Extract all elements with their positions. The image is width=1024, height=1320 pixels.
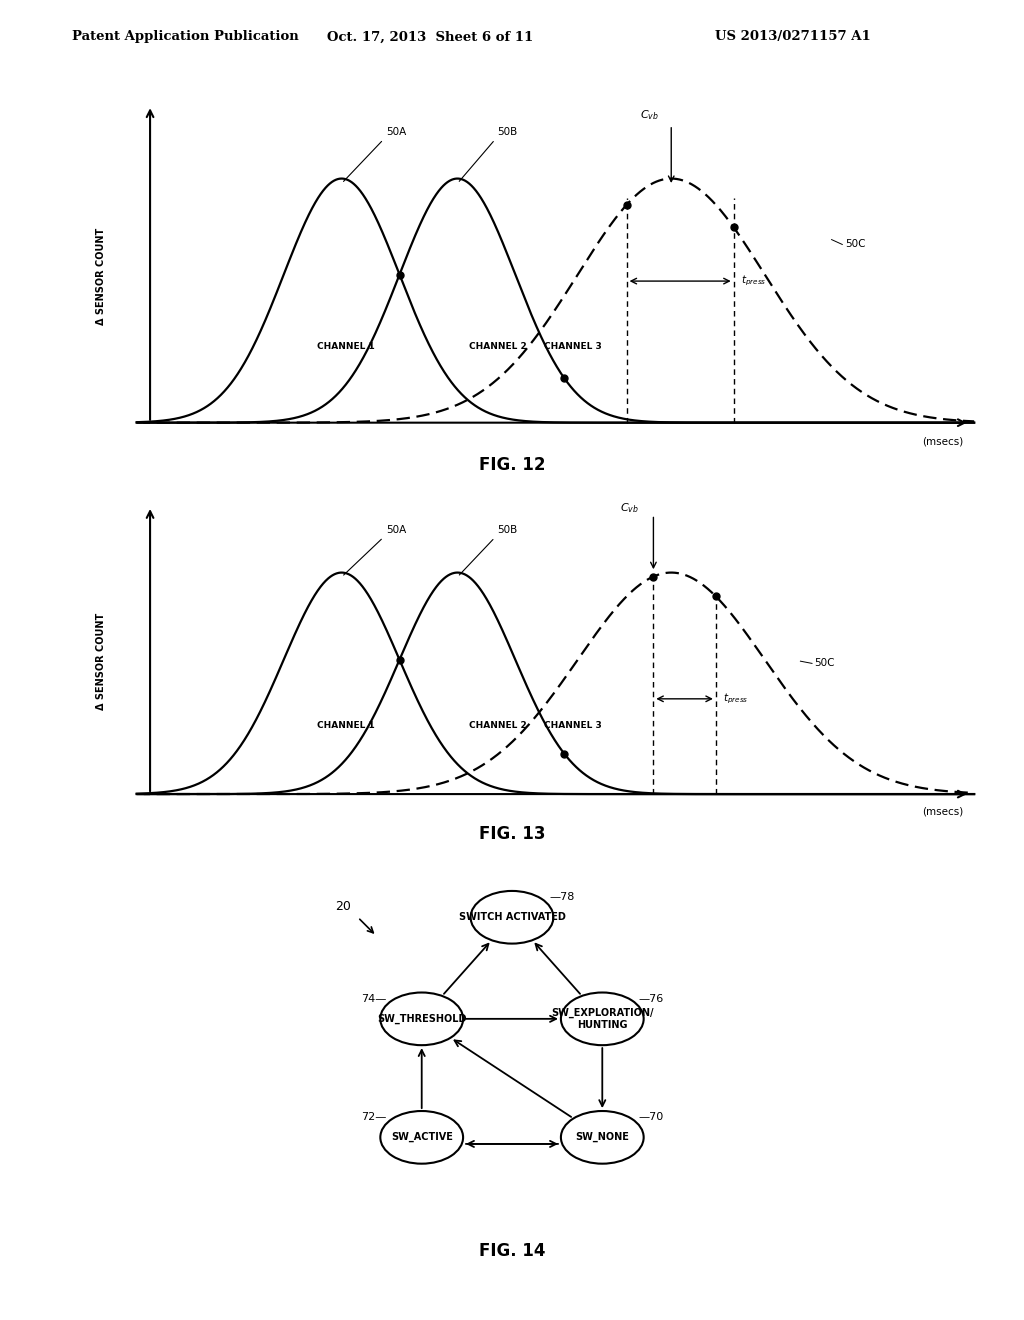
Text: CHANNEL 1: CHANNEL 1 — [317, 342, 375, 351]
Ellipse shape — [380, 1111, 463, 1164]
Text: 50B: 50B — [460, 525, 518, 576]
Ellipse shape — [380, 993, 463, 1045]
Ellipse shape — [471, 891, 553, 944]
Text: Δ SENSOR COUNT: Δ SENSOR COUNT — [96, 612, 106, 710]
Text: (msecs): (msecs) — [923, 436, 964, 446]
Text: $C_{vb}$: $C_{vb}$ — [620, 500, 639, 515]
Text: FIG. 14: FIG. 14 — [479, 1242, 545, 1261]
Text: CHANNEL 2: CHANNEL 2 — [469, 342, 526, 351]
Text: CHANNEL 3: CHANNEL 3 — [545, 721, 602, 730]
Text: SW_THRESHOLD: SW_THRESHOLD — [377, 1014, 467, 1024]
Text: Δ SENSOR COUNT: Δ SENSOR COUNT — [96, 227, 106, 325]
Text: $t_{press}$: $t_{press}$ — [723, 692, 749, 706]
Text: 72—: 72— — [360, 1113, 386, 1122]
Text: —70: —70 — [638, 1113, 664, 1122]
Text: $t_{press}$: $t_{press}$ — [740, 273, 766, 288]
Text: CHANNEL 3: CHANNEL 3 — [545, 342, 602, 351]
Text: 20: 20 — [335, 900, 350, 912]
Text: (msecs): (msecs) — [923, 807, 964, 816]
Text: US 2013/0271157 A1: US 2013/0271157 A1 — [715, 30, 870, 44]
Text: Oct. 17, 2013  Sheet 6 of 11: Oct. 17, 2013 Sheet 6 of 11 — [327, 30, 534, 44]
Text: 50A: 50A — [343, 127, 407, 181]
Text: Patent Application Publication: Patent Application Publication — [72, 30, 298, 44]
Text: —76: —76 — [638, 994, 664, 1003]
Text: CHANNEL 2: CHANNEL 2 — [469, 721, 526, 730]
Text: 50B: 50B — [459, 127, 518, 181]
Text: SW_NONE: SW_NONE — [575, 1133, 629, 1143]
Text: 50C: 50C — [814, 657, 835, 668]
Text: SW_ACTIVE: SW_ACTIVE — [391, 1133, 453, 1143]
Text: SWITCH ACTIVATED: SWITCH ACTIVATED — [459, 912, 565, 923]
Text: —78: —78 — [550, 892, 575, 903]
Text: FIG. 13: FIG. 13 — [479, 825, 545, 843]
Text: 50A: 50A — [344, 525, 407, 576]
Text: 50C: 50C — [845, 239, 865, 249]
Text: $C_{vb}$: $C_{vb}$ — [640, 108, 659, 123]
Text: CHANNEL 1: CHANNEL 1 — [317, 721, 375, 730]
Ellipse shape — [561, 993, 644, 1045]
Text: FIG. 12: FIG. 12 — [479, 455, 545, 474]
Text: 74—: 74— — [360, 994, 386, 1003]
Ellipse shape — [561, 1111, 644, 1164]
Text: SW_EXPLORATION/
HUNTING: SW_EXPLORATION/ HUNTING — [551, 1007, 653, 1030]
